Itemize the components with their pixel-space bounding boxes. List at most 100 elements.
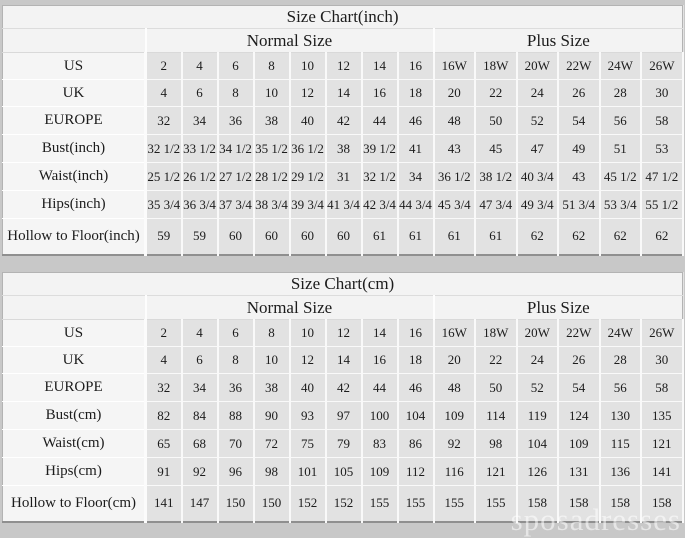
size-value-cell: 98 xyxy=(253,457,291,486)
table-row: Waist(cm) 65 68 70 72 75 79 83 86 92 98 104 109 115 12… xyxy=(2,429,684,458)
size-value-cell: 82 xyxy=(145,401,183,430)
row-label: UK xyxy=(2,79,147,107)
size-value-cell: 61 xyxy=(397,218,435,255)
size-value-cell: 158 xyxy=(599,485,642,522)
size-value-cell: 136 xyxy=(599,457,642,486)
size-value-cell: 105 xyxy=(325,457,363,486)
size-value-cell: 38 3/4 xyxy=(253,190,291,219)
size-value-cell: 28 xyxy=(599,79,642,107)
size-value-cell: 86 xyxy=(397,429,435,458)
size-value-cell: 49 3/4 xyxy=(516,190,559,219)
size-value-cell: 47 xyxy=(516,134,559,163)
size-value-cell: 47 1/2 xyxy=(640,162,684,191)
size-value-cell: 22W xyxy=(557,52,601,80)
size-value-cell: 6 xyxy=(181,346,219,374)
size-value-cell: 29 1/2 xyxy=(289,162,327,191)
size-value-cell: 28 1/2 xyxy=(253,162,291,191)
group-header-row: Normal Size Plus Size xyxy=(2,295,683,320)
size-value-cell: 44 xyxy=(361,373,399,402)
row-label: Waist(cm) xyxy=(2,429,147,458)
size-value-cell: 52 xyxy=(516,373,559,402)
size-value-cell: 12 xyxy=(289,79,327,107)
size-value-cell: 12 xyxy=(289,346,327,374)
row-label: Waist(inch) xyxy=(2,162,147,191)
size-value-cell: 104 xyxy=(397,401,435,430)
size-value-cell: 8 xyxy=(217,346,255,374)
row-label: Bust(inch) xyxy=(2,134,147,163)
size-value-cell: 121 xyxy=(640,429,684,458)
size-value-cell: 36 1/2 xyxy=(289,134,327,163)
group-header-row: Normal Size Plus Size xyxy=(2,28,683,53)
size-value-cell: 4 xyxy=(145,79,183,107)
size-value-cell: 33 1/2 xyxy=(181,134,219,163)
size-value-cell: 6 xyxy=(181,79,219,107)
size-value-cell: 97 xyxy=(325,401,363,430)
size-value-cell: 37 3/4 xyxy=(217,190,255,219)
size-value-cell: 155 xyxy=(433,485,476,522)
row-label: EUROPE xyxy=(2,373,147,402)
size-value-cell: 26 xyxy=(557,346,601,374)
size-value-cell: 26W xyxy=(640,319,684,347)
size-value-cell: 54 xyxy=(557,106,601,135)
size-value-cell: 36 xyxy=(217,106,255,135)
size-value-cell: 60 xyxy=(253,218,291,255)
size-value-cell: 38 xyxy=(253,373,291,402)
size-value-cell: 121 xyxy=(474,457,518,486)
size-value-cell: 18W xyxy=(474,52,518,80)
size-value-cell: 40 xyxy=(289,106,327,135)
table-row: Bust(inch) 32 1/2 33 1/2 34 1/2 35 1/2 36 1/2… xyxy=(2,134,684,163)
table-title-row: Size Chart(inch) xyxy=(2,5,683,29)
size-value-cell: 39 3/4 xyxy=(289,190,327,219)
size-value-cell: 49 xyxy=(557,134,601,163)
size-value-cell: 18W xyxy=(474,319,518,347)
size-value-cell: 101 xyxy=(289,457,327,486)
size-value-cell: 58 xyxy=(640,373,684,402)
size-value-cell: 27 1/2 xyxy=(217,162,255,191)
size-value-cell: 45 1/2 xyxy=(599,162,642,191)
size-value-cell: 36 1/2 xyxy=(433,162,476,191)
size-value-cell: 25 1/2 xyxy=(145,162,183,191)
size-value-cell: 2 xyxy=(145,52,183,80)
size-value-cell: 20 xyxy=(433,346,476,374)
size-value-cell: 46 xyxy=(397,106,435,135)
table-row: Bust(cm) 82 84 88 90 93 97 100 104 109 114 119 124 13… xyxy=(2,401,684,430)
size-value-cell: 48 xyxy=(433,106,476,135)
size-value-cell: 61 xyxy=(361,218,399,255)
size-value-cell: 147 xyxy=(181,485,219,522)
table-row: Hollow to Floor(inch) 59 59 60 60 60 60 61 61 61 6… xyxy=(2,218,684,255)
size-value-cell: 158 xyxy=(557,485,601,522)
size-value-cell: 30 xyxy=(640,79,684,107)
size-value-cell: 41 xyxy=(397,134,435,163)
size-value-cell: 16W xyxy=(433,319,476,347)
size-value-cell: 72 xyxy=(253,429,291,458)
size-value-cell: 8 xyxy=(253,52,291,80)
size-value-cell: 42 3/4 xyxy=(361,190,399,219)
size-value-cell: 135 xyxy=(640,401,684,430)
size-value-cell: 40 3/4 xyxy=(516,162,559,191)
table-row: EUROPE 32 34 36 38 40 42 44 46 48 50 52 54 56 58 xyxy=(2,373,684,402)
size-value-cell: 158 xyxy=(516,485,559,522)
table-row: US 2 4 6 8 10 12 14 16 16W 18W 20W 22W 24W 26W xyxy=(2,319,684,347)
size-value-cell: 24W xyxy=(599,319,642,347)
size-value-cell: 35 1/2 xyxy=(253,134,291,163)
size-value-cell: 92 xyxy=(433,429,476,458)
size-chart-inch-table: Size Chart(inch) Normal Size Plus Size U… xyxy=(2,5,684,256)
corner-cell xyxy=(2,28,146,53)
size-value-cell: 26 1/2 xyxy=(181,162,219,191)
size-value-cell: 59 xyxy=(145,218,183,255)
size-value-cell: 44 xyxy=(361,106,399,135)
size-value-cell: 54 xyxy=(557,373,601,402)
size-value-cell: 119 xyxy=(516,401,559,430)
size-value-cell: 109 xyxy=(433,401,476,430)
table-row: UK 4 6 8 10 12 14 16 18 20 22 24 26 28 30 xyxy=(2,346,684,374)
size-value-cell: 52 xyxy=(516,106,559,135)
size-value-cell: 56 xyxy=(599,373,642,402)
size-value-cell: 68 xyxy=(181,429,219,458)
size-value-cell: 62 xyxy=(640,218,684,255)
size-value-cell: 115 xyxy=(599,429,642,458)
size-value-cell: 18 xyxy=(397,346,435,374)
size-value-cell: 65 xyxy=(145,429,183,458)
size-value-cell: 100 xyxy=(361,401,399,430)
size-value-cell: 112 xyxy=(397,457,435,486)
size-value-cell: 10 xyxy=(289,319,327,347)
